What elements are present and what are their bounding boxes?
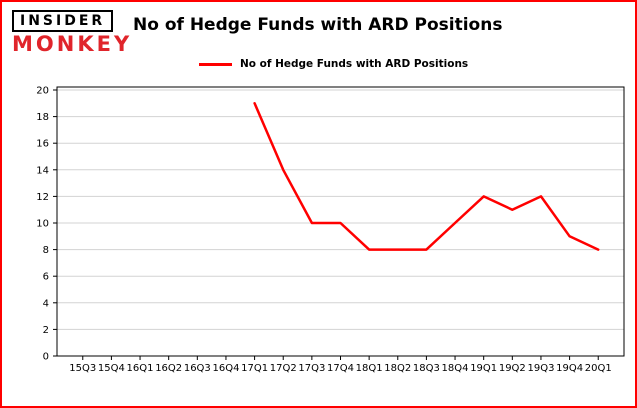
x-tick-label: 20Q1	[585, 363, 612, 374]
x-tick-label: 19Q2	[499, 363, 526, 374]
x-tick-label: 19Q1	[470, 363, 497, 374]
page-title: No of Hedge Funds with ARD Positions	[133, 15, 503, 35]
x-tick-label: 19Q4	[556, 363, 583, 374]
legend-label: No of Hedge Funds with ARD Positions	[240, 58, 469, 70]
logo-monkey-text: MONKEY	[12, 32, 133, 56]
x-tick-label: 18Q3	[413, 363, 440, 374]
plot-border	[56, 86, 625, 357]
y-tick-label: 6	[43, 272, 49, 283]
y-tick-label: 0	[43, 352, 49, 363]
x-tick-label: 16Q3	[184, 363, 211, 374]
y-tick-label: 10	[36, 219, 49, 230]
x-tick-label: 18Q1	[356, 363, 383, 374]
x-tick-label: 18Q2	[384, 363, 411, 374]
x-tick-label: 19Q3	[527, 363, 554, 374]
x-tick-label: 15Q3	[69, 363, 96, 374]
y-tick-label: 20	[36, 86, 49, 97]
y-tick-label: 12	[36, 192, 49, 203]
legend-line-swatch	[199, 62, 232, 66]
x-tick-label: 17Q1	[241, 363, 268, 374]
y-tick-label: 14	[36, 165, 49, 176]
x-tick-label: 17Q4	[327, 363, 354, 374]
y-tick-label: 16	[36, 139, 49, 150]
y-tick-label: 2	[43, 325, 49, 336]
y-tick-label: 8	[43, 245, 49, 256]
y-tick-label: 18	[36, 112, 49, 123]
series-line	[253, 102, 600, 251]
x-tick-label: 15Q4	[98, 363, 125, 374]
x-tick-label: 16Q4	[212, 363, 239, 374]
line-chart: 0 2 4 6 8 10 12 14 16 18 20 15Q3 15Q4 16Q1 16Q2 16Q3 16Q…	[36, 86, 625, 374]
logo-insider-text: INSIDER	[12, 10, 114, 32]
x-tick-label: 17Q2	[270, 363, 297, 374]
y-tick-label: 4	[43, 298, 49, 309]
x-tick-label: 18Q4	[442, 363, 469, 374]
insider-monkey-logo: INSIDER MONKEY	[12, 10, 132, 55]
x-tick-label: 16Q2	[155, 363, 182, 374]
chart-legend: No of Hedge Funds with ARD Positions	[199, 58, 468, 70]
x-tick-label: 16Q1	[127, 363, 154, 374]
x-tick-label: 17Q3	[298, 363, 325, 374]
